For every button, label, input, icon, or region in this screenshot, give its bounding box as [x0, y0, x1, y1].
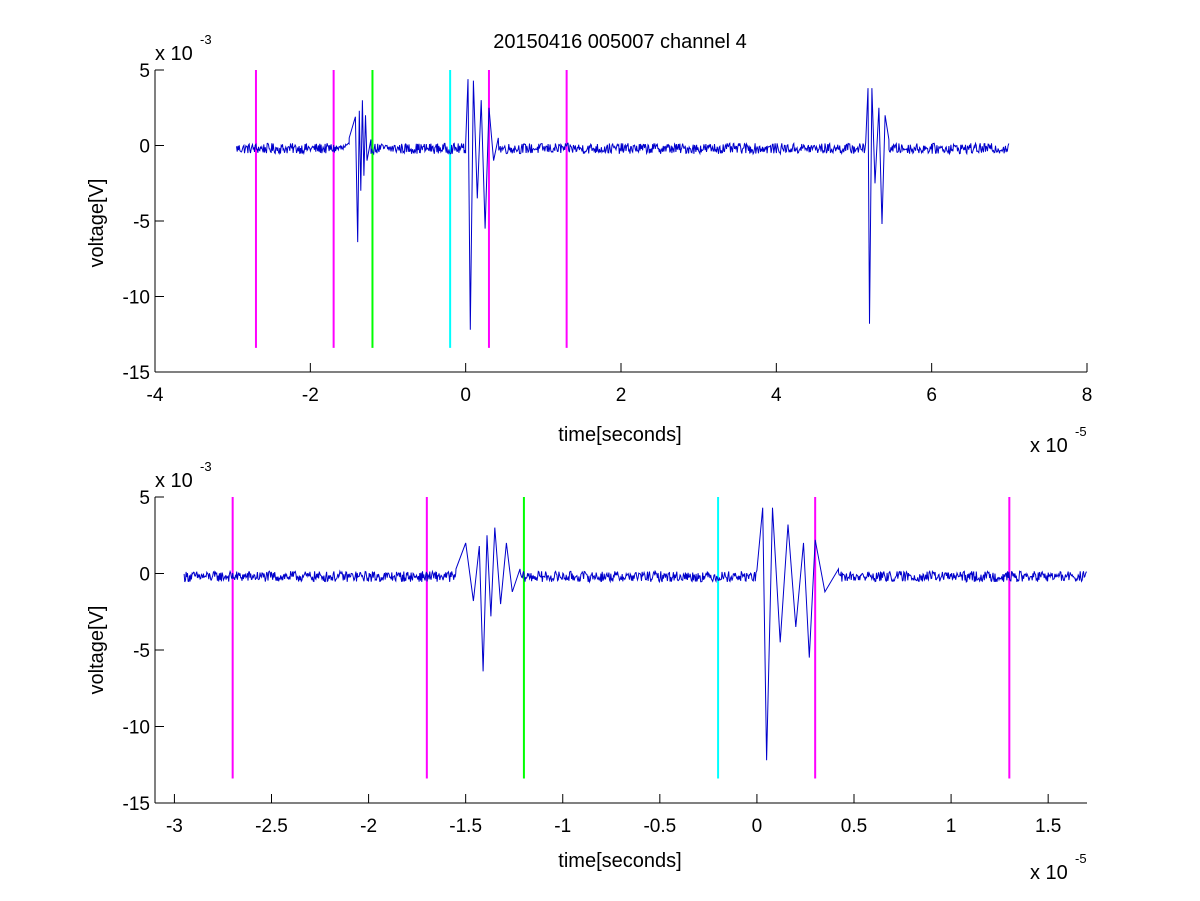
top-y-exponent: x 10 -3: [155, 32, 212, 65]
top-y-tick-label: 5: [139, 61, 150, 82]
bottom-y-axis-label: voltage[V]: [86, 606, 108, 695]
bottom-x-tick-label: 0.5: [841, 816, 867, 837]
top-x-tick-label: 8: [1082, 385, 1093, 406]
bottom-y-tick-label: 0: [139, 565, 150, 586]
bottom-x-tick-label: -2.5: [255, 816, 288, 837]
top-subplot: 20150416 005007 channel 4 -4 -2 0 2 4 6 8 -15 -1…: [86, 31, 1092, 457]
bottom-subplot: -3 -2.5 -2 -1.5 -1 -0.5 0 0.5 1 1.5 -15 -10 -5 0 5 tim…: [86, 459, 1087, 884]
top-x-tick-label: 4: [771, 385, 782, 406]
bottom-x-tick-label: -2: [360, 816, 377, 837]
bottom-x-tick-label: 1.5: [1035, 816, 1061, 837]
top-signal-series: [236, 79, 1010, 330]
bottom-y-multiplier: x 10: [155, 470, 193, 492]
bottom-x-tick-label: -1.5: [449, 816, 482, 837]
top-y-multiplier: x 10: [155, 43, 193, 65]
top-x-axis-label: time[seconds]: [558, 424, 681, 446]
bottom-y-exponent-value: -3: [200, 459, 212, 474]
top-x-tick-label: 2: [616, 385, 627, 406]
chart-title: 20150416 005007 channel 4: [493, 31, 747, 53]
top-y-tick-label: 0: [139, 137, 150, 158]
bottom-x-exponent: x 10 -5: [1030, 851, 1087, 884]
top-axes-ticks: -4 -2 0 2 4 6 8 -15 -10 -5 0 5: [123, 61, 1093, 406]
bottom-x-tick-label: -3: [166, 816, 183, 837]
bottom-x-axis-label: time[seconds]: [558, 850, 681, 872]
bottom-y-tick-label: 5: [139, 488, 150, 509]
top-x-multiplier: x 10: [1030, 435, 1068, 457]
bottom-x-multiplier: x 10: [1030, 862, 1068, 884]
top-y-tick-label: -15: [123, 363, 150, 384]
top-x-tick-label: -4: [147, 385, 164, 406]
top-x-exponent: x 10 -5: [1030, 424, 1087, 457]
bottom-x-tick-label: 1: [946, 816, 957, 837]
bottom-axes-ticks: -3 -2.5 -2 -1.5 -1 -0.5 0 0.5 1 1.5 -15 -10 -5 0 5: [123, 488, 1087, 837]
top-subplot-marks: [236, 70, 1010, 348]
bottom-x-tick-label: -0.5: [643, 816, 676, 837]
bottom-x-exponent-value: -5: [1075, 851, 1087, 866]
top-y-tick-label: -5: [133, 212, 150, 233]
bottom-y-tick-label: -15: [123, 794, 150, 815]
bottom-y-exponent: x 10 -3: [155, 459, 212, 492]
top-x-tick-label: 0: [460, 385, 471, 406]
bottom-y-tick-label: -5: [133, 641, 150, 662]
top-x-exponent-value: -5: [1075, 424, 1087, 439]
bottom-signal-series: [183, 507, 1087, 761]
top-x-tick-label: 6: [926, 385, 937, 406]
bottom-x-tick-label: 0: [752, 816, 763, 837]
bottom-x-tick-label: -1: [554, 816, 571, 837]
top-y-axis-label: voltage[V]: [86, 179, 108, 268]
top-y-tick-label: -10: [123, 288, 150, 309]
top-y-exponent-value: -3: [200, 32, 212, 47]
top-x-tick-label: -2: [302, 385, 319, 406]
bottom-y-tick-label: -10: [123, 718, 150, 739]
bottom-subplot-marks: [183, 497, 1087, 779]
